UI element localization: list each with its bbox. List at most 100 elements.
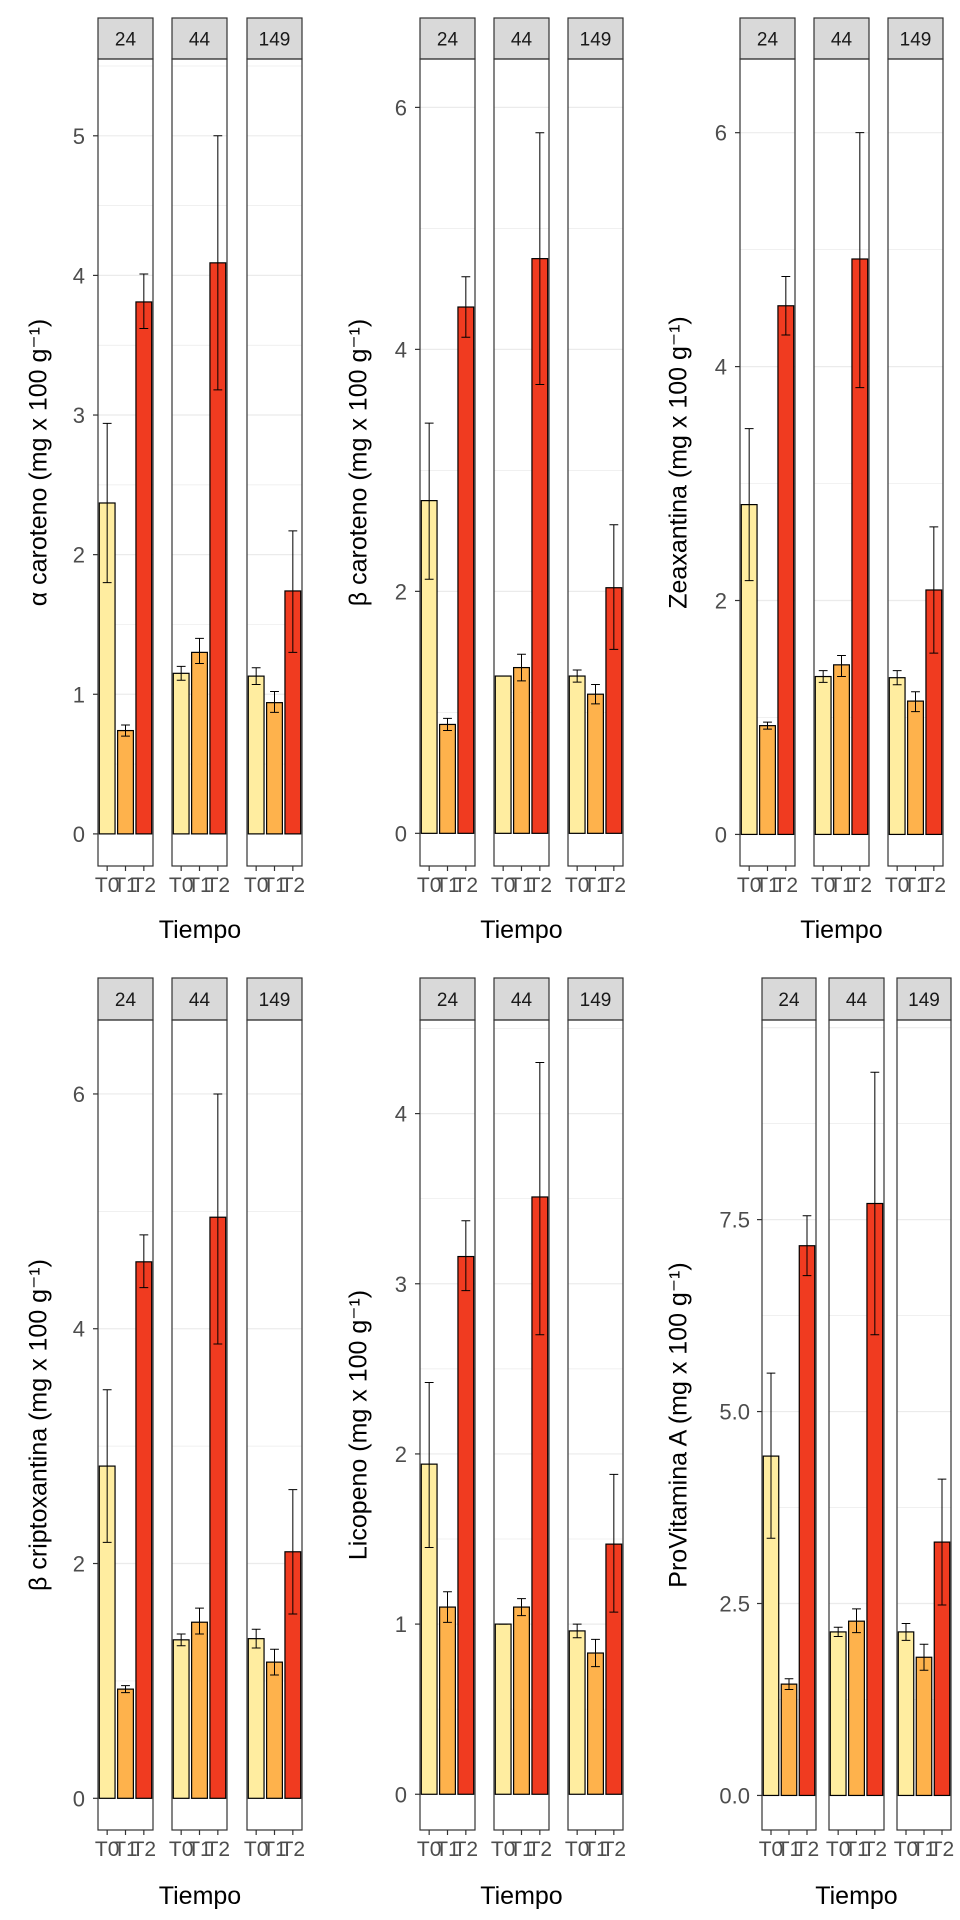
bar-T0 <box>247 675 265 835</box>
y-tick-label: 2 <box>715 589 727 614</box>
y-tick-label: 0 <box>73 822 85 847</box>
x-tick-label: T0 <box>826 1838 851 1861</box>
error-bar-T1 <box>784 1678 794 1690</box>
facet-label: 24 <box>757 30 779 51</box>
error-bar-T2 <box>288 1489 298 1615</box>
x-axis-title: Tiempo <box>159 1882 241 1910</box>
error-bar-T1 <box>121 1685 130 1694</box>
x-tick-label: T2 <box>454 874 479 897</box>
error-bar-T0 <box>251 667 261 685</box>
bar-T1 <box>907 700 924 836</box>
bar-T2 <box>135 1261 153 1799</box>
error-bar-T2 <box>213 1093 223 1345</box>
facet-strip <box>171 17 228 60</box>
facet-strip <box>896 977 952 1021</box>
bar-T0 <box>888 677 906 836</box>
x-tick-label: T0 <box>95 1838 120 1861</box>
x-tick-label: T1 <box>262 1838 287 1861</box>
y-tick-label: 2 <box>395 579 407 604</box>
x-tick-label: T1 <box>113 874 138 897</box>
x-tick-label: T2 <box>281 1838 306 1861</box>
panel-border <box>739 58 796 867</box>
x-tick-label: T2 <box>602 874 627 897</box>
error-bar-T1 <box>919 1643 929 1671</box>
x-tick-label: T2 <box>132 1838 157 1861</box>
facet-label: 149 <box>580 30 612 51</box>
bar-T0 <box>897 1631 915 1797</box>
facet-label: 24 <box>778 990 800 1011</box>
y-tick-label: 7.5 <box>719 1208 750 1233</box>
bar-T0 <box>568 675 586 834</box>
x-axis-title: Tiempo <box>815 1882 897 1910</box>
error-bar-T2 <box>139 273 149 329</box>
bar-T2 <box>135 301 153 835</box>
panel-border <box>171 1019 228 1831</box>
x-tick-label: T1 <box>844 1838 869 1861</box>
x-tick-label: T2 <box>528 874 553 897</box>
bar-T0 <box>247 1638 265 1799</box>
facet-label: 149 <box>580 990 612 1011</box>
x-tick-label: T2 <box>281 874 306 897</box>
y-tick-label: 6 <box>395 95 407 120</box>
y-tick-label: 4 <box>395 1102 407 1127</box>
y-tick-label: 2 <box>73 543 85 568</box>
bar-T1 <box>915 1656 933 1797</box>
x-tick-label: T0 <box>417 1838 442 1861</box>
error-bar-T1 <box>763 721 772 730</box>
panel-border <box>246 1019 303 1831</box>
x-tick-label: T0 <box>737 874 762 897</box>
bar-T0 <box>172 1639 190 1799</box>
facet-strip <box>567 17 624 60</box>
y-tick-label: 2 <box>395 1442 407 1467</box>
bar-T1 <box>513 1606 530 1795</box>
y-tick-label: 1 <box>73 682 85 707</box>
bar-T1 <box>117 1688 134 1799</box>
x-tick-label: T2 <box>206 874 231 897</box>
bar-T0 <box>494 675 512 834</box>
panel-border <box>567 1019 624 1831</box>
facet-label: 44 <box>189 30 211 51</box>
error-bar-T0 <box>892 670 902 686</box>
x-tick-label: T2 <box>206 1838 231 1861</box>
y-axis-title: Licopeno (mg x 100 g⁻¹) <box>345 1290 373 1560</box>
panel-border <box>97 1019 154 1831</box>
x-tick-label: T0 <box>565 1838 590 1861</box>
facet-label: 24 <box>115 990 137 1011</box>
panel-border <box>813 58 870 867</box>
error-bar-T1 <box>591 684 600 705</box>
chart-1: α caroteno (mg x 100 g⁻¹)01234524T0T1T24… <box>25 17 306 944</box>
y-axis-title: α caroteno (mg x 100 g⁻¹) <box>25 319 53 607</box>
error-bar-T2 <box>609 524 619 650</box>
error-bar-T1 <box>852 1608 861 1634</box>
x-axis-title: Tiempo <box>159 916 241 944</box>
x-tick-label: T0 <box>759 1838 784 1861</box>
error-bar-T0 <box>744 428 754 582</box>
facet-strip <box>828 977 885 1021</box>
error-bar-T1 <box>443 1591 452 1623</box>
x-tick-label: T0 <box>491 1838 516 1861</box>
x-tick-label: T1 <box>187 1838 212 1861</box>
error-bar-T2 <box>855 132 865 389</box>
panel-border <box>887 58 944 867</box>
bar-T1 <box>513 666 530 834</box>
facet-label: 44 <box>831 30 853 51</box>
error-bar-T2 <box>535 132 545 385</box>
bar-T2 <box>457 1255 475 1795</box>
facet-label: 44 <box>511 30 533 51</box>
x-tick-label: T1 <box>583 1838 608 1861</box>
panel-border <box>97 58 154 867</box>
x-tick-label: T1 <box>113 1838 138 1861</box>
facet-strip <box>97 977 154 1021</box>
x-tick-label: T1 <box>903 874 928 897</box>
